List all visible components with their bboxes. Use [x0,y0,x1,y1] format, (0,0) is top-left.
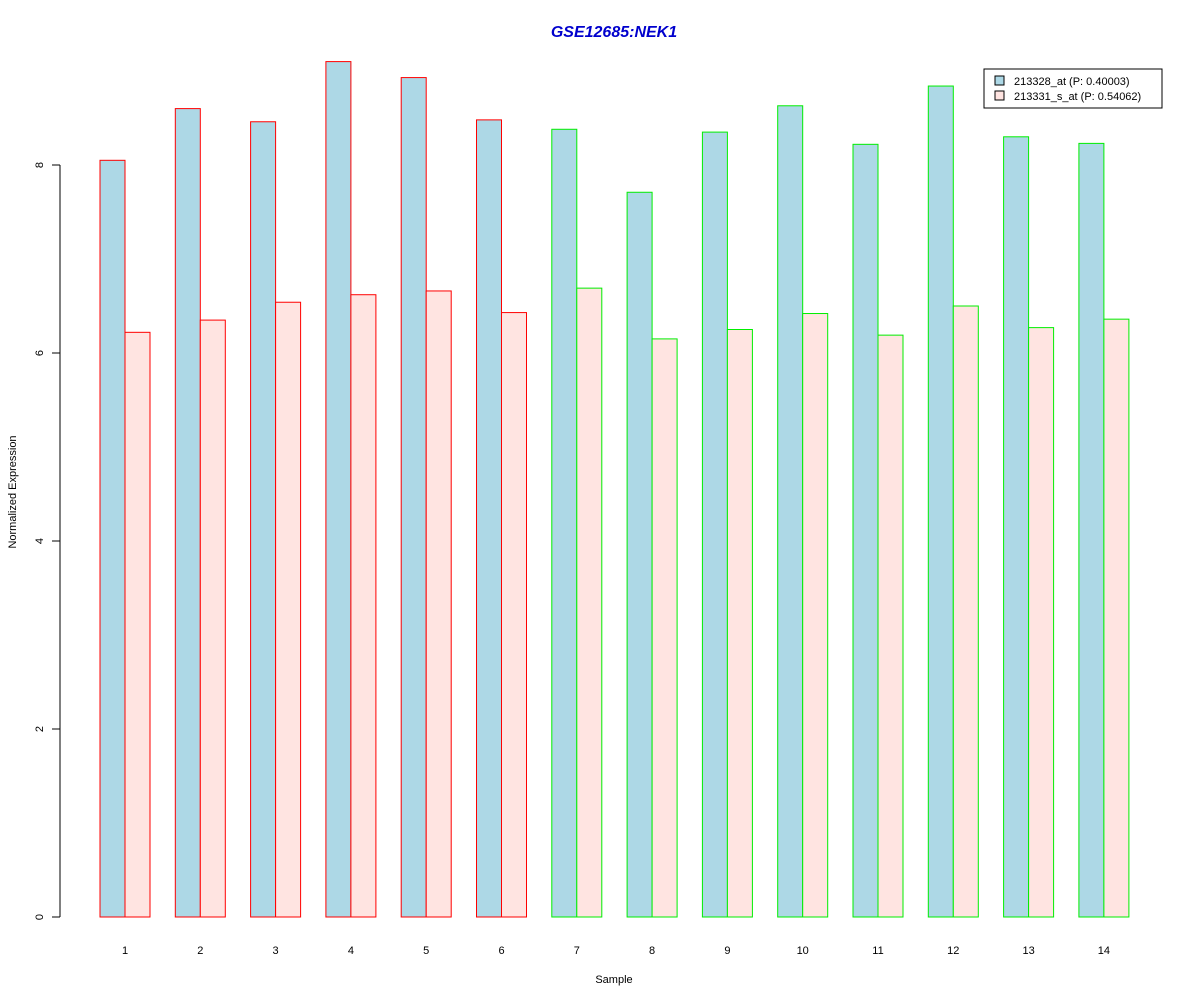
bar-s2-2 [199,319,226,918]
x-axis: 1 2 3 4 5 6 7 8 9 10 11 12 13 14 [122,945,1110,957]
bar-s1-5 [400,77,427,918]
bar-s1-4 [325,61,352,918]
x-tick-label-13: 13 [1022,945,1034,957]
bar-s2-8 [651,338,678,918]
bar-s2-11 [877,334,904,918]
y-tick-label-0: 0 [34,914,46,920]
y-axis-label: Normalized Expression [7,435,19,548]
bar-s1-11 [852,143,879,918]
bar-s2-4 [350,294,377,918]
bar-s2-5 [425,290,452,918]
x-tick-label-5: 5 [423,945,429,957]
x-tick-label-7: 7 [574,945,580,957]
chart-title: GSE12685:NEK1 [551,24,677,41]
bar-s1-12 [927,85,954,918]
y-tick-label-2: 2 [34,726,46,732]
x-tick-label-3: 3 [273,945,279,957]
bar-s1-13 [1003,136,1030,918]
x-tick-label-8: 8 [649,945,655,957]
x-tick-label-11: 11 [872,945,883,957]
bar-s1-14 [1078,142,1105,918]
x-tick-label-12: 12 [947,945,959,957]
bar-s2-12 [952,305,979,918]
bar-s1-7 [551,128,578,918]
x-tick-label-10: 10 [797,945,809,957]
bar-s1-1 [99,159,126,918]
legend-label-2: 213331_s_at (P: 0.54062) [1014,91,1141,103]
bar-s2-7 [576,287,603,918]
x-tick-label-2: 2 [197,945,203,957]
bar-s1-8 [626,191,653,918]
x-tick-label-6: 6 [498,945,504,957]
legend-swatch-2 [994,90,1005,101]
x-tick-label-9: 9 [724,945,730,957]
legend: 213328_at (P: 0.40003) 213331_s_at (P: 0.… [983,68,1163,109]
y-axis: 0 2 4 6 8 [34,162,61,920]
bar-s2-14 [1103,318,1130,918]
x-tick-label-14: 14 [1098,945,1110,957]
legend-box [983,68,1163,109]
bar-s1-3 [250,121,277,918]
bar-s1-9 [701,131,728,918]
bars-group [99,61,1130,918]
y-tick-label-8: 8 [34,162,46,168]
bar-s1-2 [174,108,201,918]
legend-swatch-1 [994,75,1005,86]
legend-label-1: 213328_at (P: 0.40003) [1014,76,1130,88]
x-axis-label: Sample [595,974,632,986]
bar-s2-13 [1028,327,1055,918]
bar-s2-1 [124,331,151,918]
bar-s2-10 [802,313,829,918]
bar-s1-10 [777,105,804,918]
x-tick-label-4: 4 [348,945,354,957]
bar-s2-9 [726,329,753,918]
x-tick-label-1: 1 [122,945,128,957]
bar-s1-6 [476,119,502,918]
y-tick-label-4: 4 [34,538,46,544]
bar-s2-6 [501,312,527,918]
y-tick-label-6: 6 [34,350,46,356]
bar-s2-3 [275,301,302,918]
